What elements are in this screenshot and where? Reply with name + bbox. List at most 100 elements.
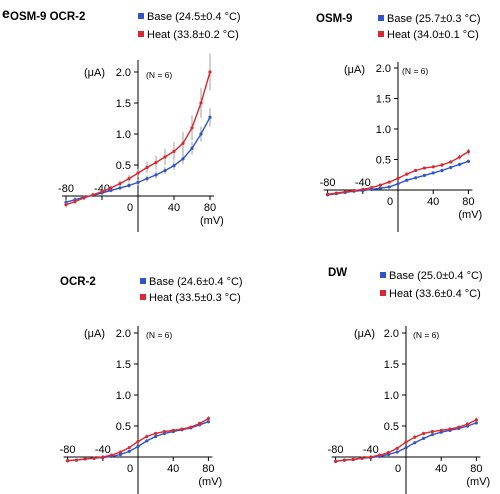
data-point-heat — [326, 192, 330, 196]
data-point-heat — [395, 446, 399, 450]
legend-swatch-base — [378, 15, 384, 21]
data-point-base — [145, 439, 149, 443]
data-point-base — [404, 446, 408, 450]
data-point-heat — [448, 427, 452, 431]
legend-label-base: Base (24.5±0.4 °C) — [147, 11, 241, 23]
data-point-heat — [127, 446, 131, 450]
legend-label-base: Base (24.6±0.4 °C) — [149, 276, 243, 288]
x-tick-label: 0 — [395, 463, 401, 475]
data-point-heat — [378, 183, 382, 187]
panel-letter: e — [2, 5, 10, 21]
data-point-heat — [91, 193, 95, 197]
y-tick-label: 0.5 — [116, 160, 131, 172]
data-point-base — [136, 444, 140, 449]
legend-swatch-heat — [140, 294, 146, 300]
data-point-heat — [154, 160, 158, 165]
data-point-base — [414, 176, 418, 180]
data-point-base — [172, 164, 176, 168]
y-tick-label: 0.5 — [116, 421, 131, 433]
data-point-base — [405, 178, 409, 182]
legend-swatch-base — [138, 13, 144, 19]
data-point-heat — [110, 453, 114, 457]
x-tick-label: 0 — [127, 202, 133, 214]
data-point-heat — [430, 429, 434, 434]
data-point-heat — [439, 428, 443, 432]
y-tick-label: 1.5 — [116, 98, 131, 110]
data-point-heat — [352, 189, 356, 193]
y-tick-label: 1.0 — [116, 390, 131, 402]
data-point-base — [387, 185, 391, 189]
data-point-heat — [82, 196, 86, 200]
data-point-heat — [414, 168, 418, 173]
chart-panel-3: OCR-2 Base (24.6±0.4 °C) Heat (33.5±0.3 °C… — [60, 276, 243, 494]
x-tick-label: 40 — [167, 463, 179, 475]
data-point-heat — [334, 459, 338, 463]
data-point-base — [395, 450, 399, 454]
y-tick-label: 2.0 — [384, 328, 399, 340]
data-point-heat — [342, 458, 346, 462]
data-point-base — [396, 182, 400, 186]
data-point-heat — [422, 431, 426, 436]
data-point-heat — [118, 182, 122, 186]
data-point-heat — [387, 180, 391, 184]
x-tick-label: 40 — [435, 463, 447, 475]
data-point-heat — [136, 171, 140, 175]
chart-title: OSM-9 — [316, 13, 352, 25]
data-point-heat — [199, 101, 203, 105]
data-point-heat — [405, 172, 409, 176]
data-point-base — [118, 186, 122, 190]
data-point-heat — [457, 425, 461, 429]
data-point-heat — [351, 457, 355, 462]
data-point-base — [430, 433, 434, 437]
data-point-heat — [370, 185, 374, 190]
data-point-base — [154, 434, 158, 439]
y-axis-label: (μA) — [84, 328, 105, 340]
x-tick-label: 40 — [168, 202, 180, 214]
data-point-heat — [92, 456, 96, 460]
chart-title: OSM-9 OCR-2 — [10, 11, 85, 23]
n-label: (N = 6) — [146, 330, 172, 340]
legend-swatch-base — [140, 278, 146, 284]
chart-title: OCR-2 — [60, 276, 96, 288]
data-point-heat — [180, 427, 184, 431]
data-point-base — [449, 165, 453, 170]
x-tick-label: 40 — [427, 196, 439, 208]
n-label: (N = 6) — [146, 70, 172, 80]
y-tick-label: 2.0 — [116, 67, 131, 79]
y-tick-label: 2.0 — [116, 328, 131, 340]
data-point-heat — [73, 199, 77, 204]
data-point-base — [163, 168, 167, 173]
chart-panel-1: OSM-9 OCR-2 Base (24.5±0.4 °C) Heat (33.8±… — [10, 11, 241, 232]
data-point-heat — [118, 450, 122, 454]
y-tick-label: 2.0 — [376, 63, 391, 75]
chart-panel-4: DW Base (25.0±0.4 °C) Heat (33.6±0.4 °C) 0.… — [328, 267, 490, 494]
data-point-heat — [396, 176, 400, 181]
legend-swatch-heat — [138, 31, 144, 37]
data-point-heat — [172, 149, 176, 153]
x-tick-label: 80 — [470, 463, 482, 475]
y-tick-label: 1.0 — [384, 390, 399, 402]
x-tick-label: -80 — [320, 177, 336, 189]
data-point-heat — [466, 422, 470, 426]
data-point-heat — [190, 126, 194, 130]
x-tick-label: 80 — [204, 202, 216, 214]
x-tick-label: -40 — [363, 444, 379, 456]
data-point-heat — [100, 190, 104, 194]
data-point-base — [378, 186, 382, 190]
y-tick-label: 1.5 — [384, 359, 399, 371]
data-point-heat — [449, 160, 453, 164]
data-point-base — [208, 115, 212, 119]
data-point-heat — [440, 163, 444, 167]
data-point-heat — [404, 440, 408, 444]
data-point-base — [413, 441, 417, 445]
data-point-heat — [66, 459, 70, 463]
data-point-base — [181, 157, 185, 161]
data-point-heat — [154, 431, 158, 436]
data-point-heat — [162, 429, 166, 434]
y-axis-label: (μA) — [344, 64, 365, 76]
y-tick-label: 0.5 — [376, 155, 391, 167]
legend-label-base: Base (25.0±0.4 °C) — [389, 270, 483, 282]
data-point-base — [127, 449, 131, 454]
data-point-base — [422, 173, 426, 177]
x-tick-label: -80 — [58, 183, 74, 195]
